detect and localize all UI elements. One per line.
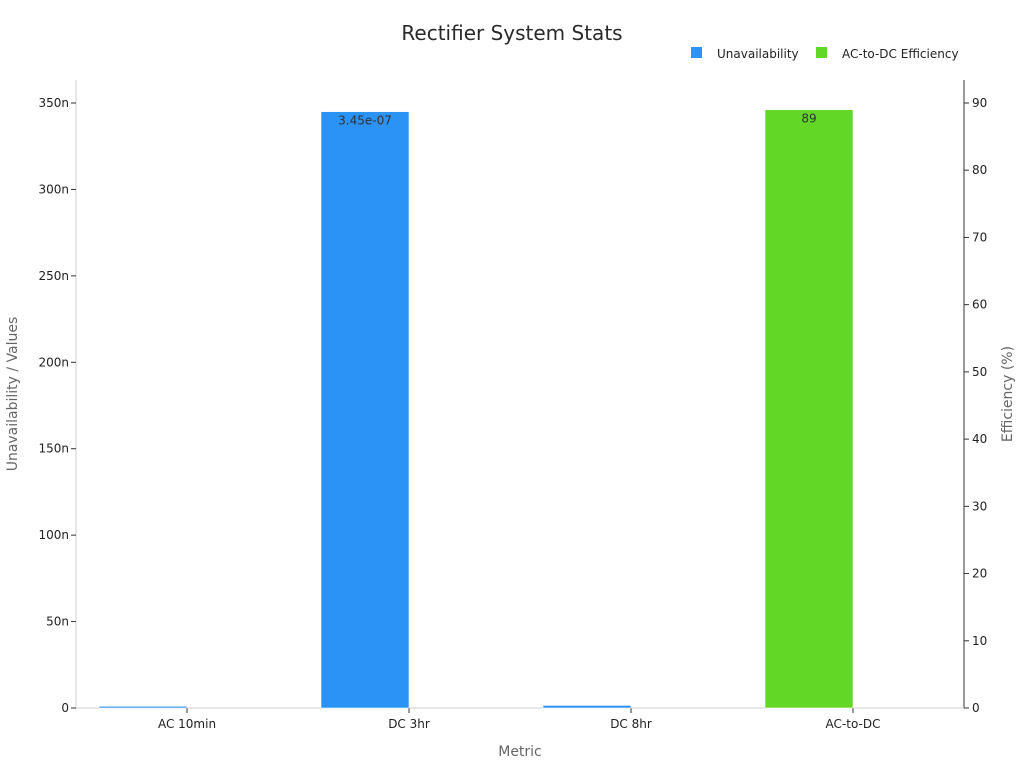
y2-tick-label: 90 xyxy=(972,96,987,110)
y2-tick-label: 20 xyxy=(972,567,987,581)
legend-label-unavailability: Unavailability xyxy=(717,47,799,61)
y-axis-title: Unavailability / Values xyxy=(5,317,21,472)
y-tick-label: 300n xyxy=(38,182,69,196)
y2-tick-label: 10 xyxy=(972,634,987,648)
y2-axis-ticks: 0 10 20 30 40 50 60 70 80 90 xyxy=(964,96,987,715)
y-tick-label: 0 xyxy=(61,701,69,715)
x-tick-label: AC-to-DC xyxy=(826,717,881,731)
y-tick-label: 150n xyxy=(38,442,69,456)
y2-tick-label: 60 xyxy=(972,298,987,312)
y-tick-label: 50n xyxy=(46,615,69,629)
y2-tick-label: 80 xyxy=(972,163,987,177)
y-tick-label: 250n xyxy=(38,269,69,283)
x-tick-label: DC 3hr xyxy=(388,717,430,731)
y2-tick-label: 50 xyxy=(972,365,987,379)
x-axis-ticks: AC 10min DC 3hr DC 8hr AC-to-DC xyxy=(158,708,881,731)
y2-tick-label: 30 xyxy=(972,499,987,513)
data-label: 3.45e-07 xyxy=(338,114,392,128)
legend-swatch-efficiency xyxy=(816,47,827,58)
y-tick-label: 200n xyxy=(38,355,69,369)
bar-unavailability-0 xyxy=(98,705,188,709)
chart-title: Rectifier System Stats xyxy=(401,21,622,45)
x-axis-title: Metric xyxy=(498,744,542,760)
y2-tick-label: 0 xyxy=(972,701,980,715)
y2-tick-label: 70 xyxy=(972,230,987,244)
legend: Unavailability AC-to-DC Efficiency xyxy=(691,47,959,61)
x-tick-label: DC 8hr xyxy=(610,717,652,731)
y2-axis-title: Efficiency (%) xyxy=(1000,346,1016,442)
bar-unavailability-1 xyxy=(320,111,410,709)
legend-label-efficiency: AC-to-DC Efficiency xyxy=(842,47,959,61)
legend-swatch-unavailability xyxy=(691,47,702,58)
x-tick-label: AC 10min xyxy=(158,717,216,731)
y-axis-ticks: 0 50n 100n 150n 200n 250n 300n 350n xyxy=(38,96,76,715)
y-tick-label: 350n xyxy=(38,96,69,110)
bars: 3.45e-07 89 xyxy=(98,109,854,709)
y2-tick-label: 40 xyxy=(972,432,987,446)
data-label: 89 xyxy=(801,112,816,126)
bar-unavailability-2 xyxy=(542,705,632,709)
y-tick-label: 100n xyxy=(38,528,69,542)
bar-ac-to-dc-efficiency-3 xyxy=(764,109,854,709)
